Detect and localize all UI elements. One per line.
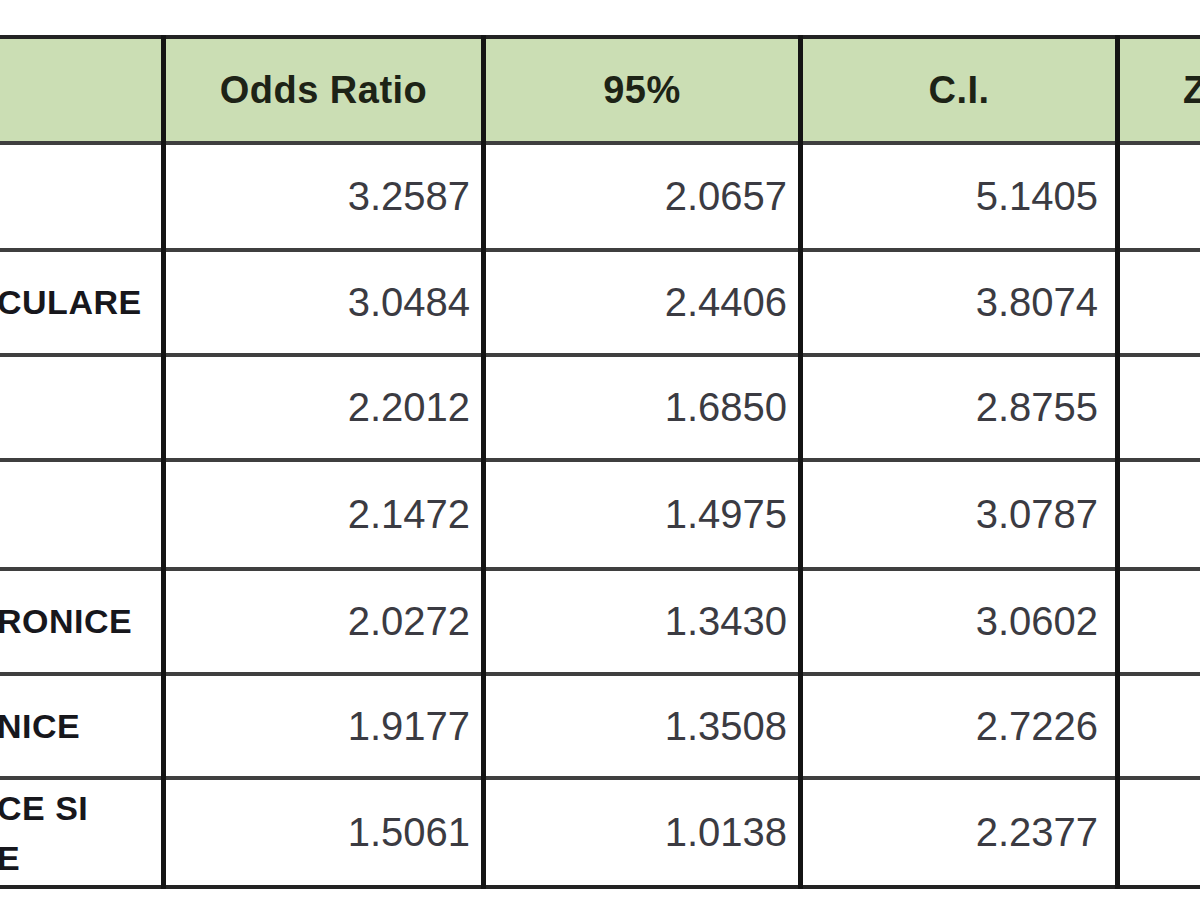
ci-lower-value: 1.0138 [478, 780, 795, 885]
grid-line-horizontal [0, 885, 1200, 889]
ci-upper-value: 2.8755 [795, 357, 1112, 458]
grid-line-horizontal [0, 141, 1200, 145]
ci-lower-value: 1.6850 [478, 357, 795, 458]
grid-line-vertical [161, 35, 166, 889]
z-cell-empty [1112, 676, 1200, 776]
row-label: NICE [0, 676, 158, 776]
header-z: Z [1183, 39, 1200, 141]
ci-lower-value: 1.4975 [478, 462, 795, 567]
odds-ratio-value: 2.1472 [158, 462, 478, 567]
grid-line-horizontal [0, 248, 1200, 252]
table-row: 3.2587 2.0657 5.1405 [0, 145, 1200, 248]
z-cell-empty [1112, 780, 1200, 885]
row-label: RONICE [0, 571, 158, 672]
grid-line-horizontal [0, 353, 1200, 357]
grid-line-horizontal [0, 776, 1200, 780]
ci-upper-value: 3.0787 [795, 462, 1112, 567]
z-cell-empty [1112, 357, 1200, 458]
table-row: RONICE 2.0272 1.3430 3.0602 [0, 571, 1200, 672]
z-cell-empty [1112, 462, 1200, 567]
row-label-line-1: CE SI [0, 783, 88, 833]
ci-upper-value: 5.1405 [795, 145, 1112, 248]
header-95-percent: 95% [486, 39, 798, 141]
grid-line-vertical [798, 35, 803, 889]
grid-line-horizontal [0, 458, 1200, 462]
ci-upper-value: 2.7226 [795, 676, 1112, 776]
header-ci: C.I. [803, 39, 1115, 141]
header-odds-ratio: Odds Ratio [166, 39, 481, 141]
grid-line-horizontal [0, 35, 1200, 39]
row-label-line-2: E [0, 833, 88, 883]
table-row: CE SI E 1.5061 1.0138 2.2377 [0, 780, 1200, 885]
ci-lower-value: 1.3430 [478, 571, 795, 672]
odds-ratio-value: 3.2587 [158, 145, 478, 248]
grid-line-vertical [481, 35, 486, 889]
odds-ratio-value: 3.0484 [158, 252, 478, 353]
ci-lower-value: 2.0657 [478, 145, 795, 248]
table-viewport: Odds Ratio 95% C.I. Z 3.2587 2.0657 5.14… [0, 0, 1200, 900]
row-label: CE SI E [0, 780, 158, 885]
grid-line-horizontal [0, 567, 1200, 571]
grid-line-vertical [1115, 35, 1120, 889]
z-cell-empty [1112, 571, 1200, 672]
row-label [0, 357, 158, 458]
z-cell-empty [1112, 145, 1200, 248]
row-label [0, 145, 158, 248]
ci-lower-value: 1.3508 [478, 676, 795, 776]
odds-ratio-value: 1.5061 [158, 780, 478, 885]
row-label [0, 462, 158, 567]
grid-line-horizontal [0, 672, 1200, 676]
ci-upper-value: 3.8074 [795, 252, 1112, 353]
row-label: CULARE [0, 252, 158, 353]
odds-ratio-value: 1.9177 [158, 676, 478, 776]
z-cell-empty [1112, 252, 1200, 353]
ci-lower-value: 2.4406 [478, 252, 795, 353]
table-row: CULARE 3.0484 2.4406 3.8074 [0, 252, 1200, 353]
table-row: NICE 1.9177 1.3508 2.7226 [0, 676, 1200, 776]
ci-upper-value: 2.2377 [795, 780, 1112, 885]
odds-ratio-value: 2.2012 [158, 357, 478, 458]
table-row: 2.2012 1.6850 2.8755 [0, 357, 1200, 458]
odds-ratio-value: 2.0272 [158, 571, 478, 672]
table-row: 2.1472 1.4975 3.0787 [0, 462, 1200, 567]
ci-upper-value: 3.0602 [795, 571, 1112, 672]
